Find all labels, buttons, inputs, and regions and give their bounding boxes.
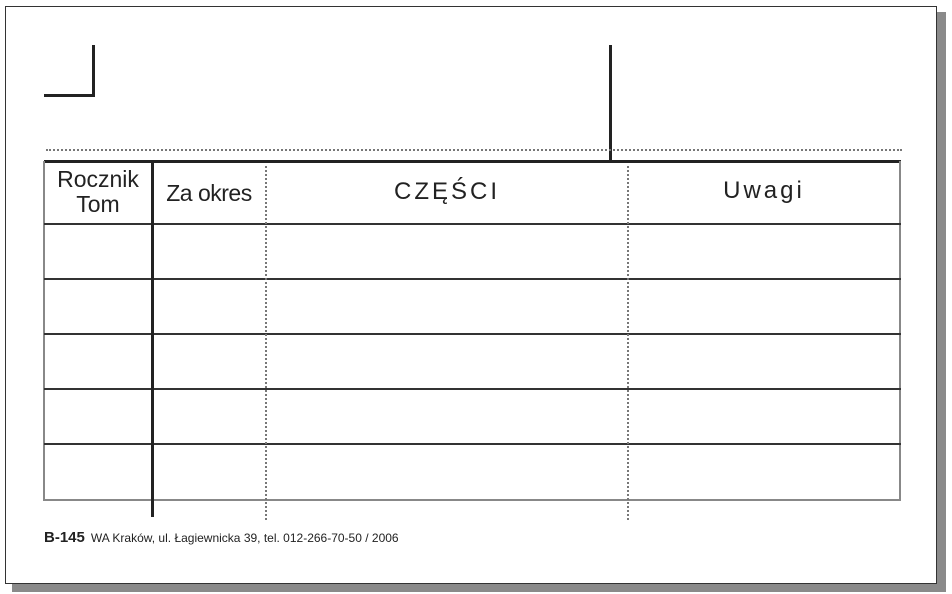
footer: B-145 WA Kraków, ul. Łagiewnicka 39, tel.… xyxy=(44,529,399,546)
publisher-info: WA Kraków, ul. Łagiewnicka 39, tel. 012-… xyxy=(90,531,399,545)
table-right-border xyxy=(899,161,901,501)
table-left-border xyxy=(43,161,45,501)
form-code: B-145 xyxy=(44,529,85,546)
header-za-okres: Za okres xyxy=(166,180,252,206)
corner-mark-horizontal xyxy=(44,94,95,97)
row-line xyxy=(44,443,901,445)
header-czesci: CZĘŚCI xyxy=(393,178,500,205)
index-card xyxy=(5,6,937,584)
header-bottom-line xyxy=(44,223,901,225)
header-rocznik-tom: Rocznik Tom xyxy=(45,167,151,217)
column-divider-thick xyxy=(151,161,154,517)
header-rocznik: Rocznik xyxy=(57,166,139,192)
header-uwagi: Uwagi xyxy=(723,177,805,204)
row-line xyxy=(44,333,901,335)
table-bottom-border xyxy=(44,499,901,501)
dotted-cut-line xyxy=(46,149,902,151)
header-tom: Tom xyxy=(76,191,120,217)
tab-divider-line xyxy=(609,45,612,162)
table-top-border xyxy=(44,160,901,163)
corner-mark-vertical xyxy=(92,45,95,97)
row-line xyxy=(44,278,901,280)
column-divider-dotted xyxy=(265,166,267,520)
row-line xyxy=(44,388,901,390)
column-divider-dotted xyxy=(627,166,629,520)
